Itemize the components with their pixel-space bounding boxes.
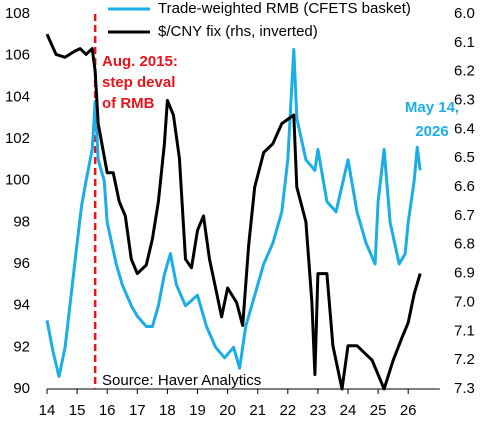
x-tick-label: 19: [189, 402, 206, 419]
y-tick-label: 94: [13, 297, 30, 314]
y-tick-label: 108: [5, 5, 30, 22]
y2-tick-label: 6.0: [454, 5, 475, 22]
x-tick-label: 25: [370, 402, 387, 419]
y-tick-label: 98: [13, 213, 30, 230]
legend-label: $/CNY fix (rhs, inverted): [158, 23, 318, 40]
annotation: May 14,: [405, 99, 459, 116]
y2-tick-label: 7.1: [454, 322, 475, 339]
annotation: Aug. 2015:: [102, 53, 178, 70]
y-tick-label: 92: [13, 338, 30, 355]
y2-tick-label: 6.9: [454, 265, 475, 282]
y-tick-label: 106: [5, 47, 30, 64]
x-tick-label: 23: [310, 402, 327, 419]
y2-tick-label: 6.2: [454, 63, 475, 80]
annotation: 2026: [415, 123, 448, 140]
series-line: [45, 33, 422, 391]
legend-label: Trade-weighted RMB (CFETS basket): [158, 0, 411, 17]
y2-tick-label: 7.2: [454, 351, 475, 368]
y2-tick-label: 6.3: [454, 92, 475, 109]
series-line: [45, 47, 422, 378]
y2-tick-label: 6.4: [454, 120, 475, 137]
y-tick-label: 102: [5, 130, 30, 147]
y2-tick-label: 6.5: [454, 149, 475, 166]
y2-tick-label: 6.6: [454, 178, 475, 195]
y-tick-label: 104: [5, 88, 30, 105]
y2-tick-label: 6.1: [454, 34, 475, 51]
x-tick-label: 26: [400, 402, 417, 419]
x-tick-label: 22: [279, 402, 296, 419]
y-tick-label: 96: [13, 255, 30, 272]
annotation: step deval: [102, 74, 175, 91]
y2-tick-label: 6.8: [454, 236, 475, 253]
x-tick-label: 20: [219, 402, 236, 419]
y2-tick-label: 7.3: [454, 380, 475, 397]
x-tick-label: 18: [159, 402, 176, 419]
x-tick-label: 24: [340, 402, 357, 419]
y2-tick-label: 7.0: [454, 293, 475, 310]
y-tick-label: 100: [5, 172, 30, 189]
annotation: of RMB: [102, 95, 155, 112]
x-tick-label: 14: [39, 402, 56, 419]
x-tick-label: 15: [69, 402, 86, 419]
annotation: Source: Haver Analytics: [102, 372, 261, 389]
y-tick-label: 90: [13, 380, 30, 397]
x-tick-label: 21: [249, 402, 266, 419]
x-tick-label: 17: [129, 402, 146, 419]
x-tick-label: 16: [99, 402, 116, 419]
y2-tick-label: 6.7: [454, 207, 475, 224]
